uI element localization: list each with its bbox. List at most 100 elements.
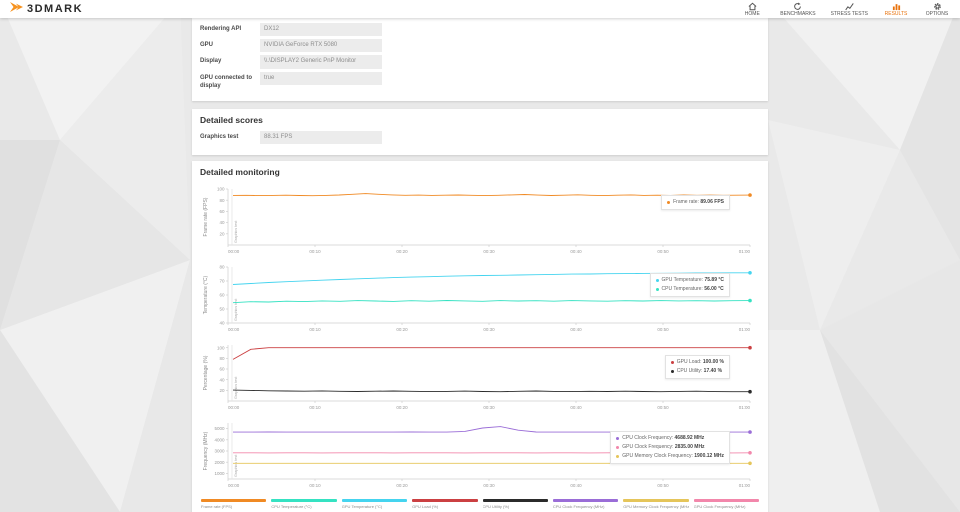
info-row-label: GPU (200, 42, 214, 49)
info-row-label: Rendering API (200, 26, 242, 32)
svg-text:20: 20 (219, 231, 225, 236)
info-row-label: GPU connected to display (200, 74, 253, 89)
main-nav: HOME BENCHMARKS STRESS TESTS RESULTS OPTIONS (739, 2, 950, 17)
svg-text:Graphics test: Graphics test (234, 454, 238, 477)
series-legend-color-bar (201, 498, 267, 502)
series-legend-color-bar (271, 498, 337, 502)
svg-text:50: 50 (219, 307, 225, 312)
series-legend-color-bar (482, 498, 548, 502)
series-legend-label: CPU Clock Frequency (MHz) (552, 503, 605, 509)
series-legend-item[interactable]: GPU Clock Frequency (MHz) (693, 498, 759, 509)
series-legend-item[interactable]: GPU Load (%) (412, 498, 478, 509)
series-legend-color-bar (412, 498, 478, 502)
series-legend-color-bar (341, 498, 408, 502)
svg-text:00:30: 00:30 (483, 483, 495, 488)
svg-text:00:50: 00:50 (657, 327, 669, 332)
series-legend-color-bar (552, 498, 619, 502)
info-row: Rendering API DX12 (200, 23, 760, 37)
svg-text:00:10: 00:10 (309, 483, 321, 488)
nav-item-label: STRESS TESTS (830, 10, 868, 17)
svg-text:00:10: 00:10 (309, 327, 321, 332)
legend-color-dot (670, 360, 674, 364)
svg-text:00:30: 00:30 (483, 249, 495, 254)
series-legend-label: CPU Temperature (°C) (271, 503, 312, 509)
series-legend-color-bar (623, 498, 689, 502)
chart-series-legend: Frame rate (FPS) CPU Temperature (°C) GPU … (200, 498, 760, 509)
nav-item-results[interactable]: RESULTS (883, 2, 909, 17)
svg-text:00:50: 00:50 (657, 249, 669, 254)
legend-entry: CPU Temperature: 56.00 °C (655, 285, 725, 294)
svg-text:4000: 4000 (214, 437, 225, 442)
series-legend-item[interactable]: CPU Clock Frequency (MHz) (552, 498, 619, 509)
legend-text: CPU Utility: 17.40 % (676, 367, 723, 374)
options-icon (933, 2, 942, 11)
nav-item-label: RESULTS (884, 10, 908, 17)
svg-text:01:00: 01:00 (739, 405, 751, 410)
nav-item-stress-tests[interactable]: STRESS TESTS (831, 2, 868, 17)
percentage-chart-legend: GPU Load: 100.00 % CPU Utility: 17.40 % (664, 354, 730, 379)
legend-color-dot (616, 436, 620, 440)
legend-entry: GPU Temperature: 75.89 °C (655, 276, 724, 285)
info-row-value: true (260, 71, 382, 85)
nav-item-options[interactable]: OPTIONS (924, 2, 950, 17)
svg-text:00:40: 00:40 (570, 249, 582, 254)
svg-text:00:00: 00:00 (228, 483, 240, 488)
series-legend-item[interactable]: GPU Temperature (°C) (341, 498, 408, 509)
info-row: GPU connected to display true (200, 71, 760, 90)
legend-color-dot (616, 454, 620, 458)
legend-entry: CPU Clock Frequency: 4688.92 MHz (616, 434, 724, 443)
nav-item-home[interactable]: HOME (739, 2, 765, 17)
svg-text:20: 20 (219, 388, 225, 393)
results-icon (892, 2, 901, 11)
legend-entry: Frame rate: 89.06 FPS (667, 198, 724, 207)
series-legend-color-bar (693, 498, 759, 502)
series-legend-item[interactable]: GPU Memory Clock Frequency (MHz) (623, 498, 689, 509)
info-row: Graphics test 88.31 FPS (200, 130, 760, 144)
frequency-chart-row: 1000 2000 3000 4000 5000 00:00 00:10 00:20 00:30… (200, 417, 760, 495)
svg-text:01:00: 01:00 (739, 483, 751, 488)
logo-text: 3DMARK (27, 3, 84, 15)
stress-tests-icon (845, 2, 854, 11)
info-row-value: DX12 (260, 23, 382, 37)
info-row-value: NVIDIA GeForce RTX 5080 (260, 39, 382, 53)
legend-color-dot (616, 445, 620, 449)
system-info-card: Rendering API DX12 GPU NVIDIA GeForce RTX 5… (192, 18, 768, 101)
svg-text:80: 80 (219, 198, 225, 203)
svg-text:00:40: 00:40 (570, 483, 582, 488)
svg-text:00:20: 00:20 (396, 405, 408, 410)
series-legend-label: CPU Utility (%) (482, 503, 510, 509)
svg-text:00:50: 00:50 (657, 405, 669, 410)
svg-text:00:20: 00:20 (396, 483, 408, 488)
main-content: Rendering API DX12 GPU NVIDIA GeForce RTX 5… (192, 18, 768, 512)
3dmark-logo[interactable]: 3DMARK (10, 0, 83, 18)
svg-text:100: 100 (217, 187, 225, 192)
series-legend-label: GPU Clock Frequency (MHz) (693, 503, 746, 509)
svg-text:00:30: 00:30 (483, 327, 495, 332)
legend-entry: GPU Memory Clock Frequency: 1900.12 MHz (616, 452, 724, 461)
series-legend-label: GPU Load (%) (412, 503, 439, 509)
legend-color-dot (655, 278, 659, 282)
top-bar: 3DMARK HOME BENCHMARKS STRESS TESTS RESULTS… (0, 0, 960, 18)
svg-text:00:10: 00:10 (309, 249, 321, 254)
nav-item-label: HOME (744, 10, 760, 17)
svg-text:1000: 1000 (214, 471, 225, 476)
svg-text:40: 40 (219, 377, 225, 382)
nav-item-label: OPTIONS (925, 10, 949, 17)
svg-text:5000: 5000 (214, 426, 225, 431)
legend-color-dot (655, 287, 659, 291)
svg-text:00:00: 00:00 (228, 327, 240, 332)
nav-item-benchmarks[interactable]: BENCHMARKS (780, 2, 816, 17)
series-legend-label: GPU Memory Clock Frequency (MHz) (623, 503, 689, 509)
series-legend-label: Frame rate (FPS) (201, 503, 233, 509)
info-row-value: \\.\DISPLAY2 Generic PnP Monitor (260, 55, 382, 69)
svg-text:Graphics test: Graphics test (234, 376, 238, 399)
series-legend-item[interactable]: Frame rate (FPS) (201, 498, 267, 509)
svg-text:Frame rate (FPS): Frame rate (FPS) (203, 197, 209, 236)
info-row: GPU NVIDIA GeForce RTX 5080 (200, 39, 760, 53)
series-legend-item[interactable]: CPU Temperature (°C) (271, 498, 337, 509)
svg-text:40: 40 (219, 220, 225, 225)
svg-text:3000: 3000 (214, 449, 225, 454)
series-legend-item[interactable]: CPU Utility (%) (482, 498, 548, 509)
detailed-scores-title: Detailed scores (200, 114, 263, 125)
svg-text:60: 60 (219, 293, 225, 298)
